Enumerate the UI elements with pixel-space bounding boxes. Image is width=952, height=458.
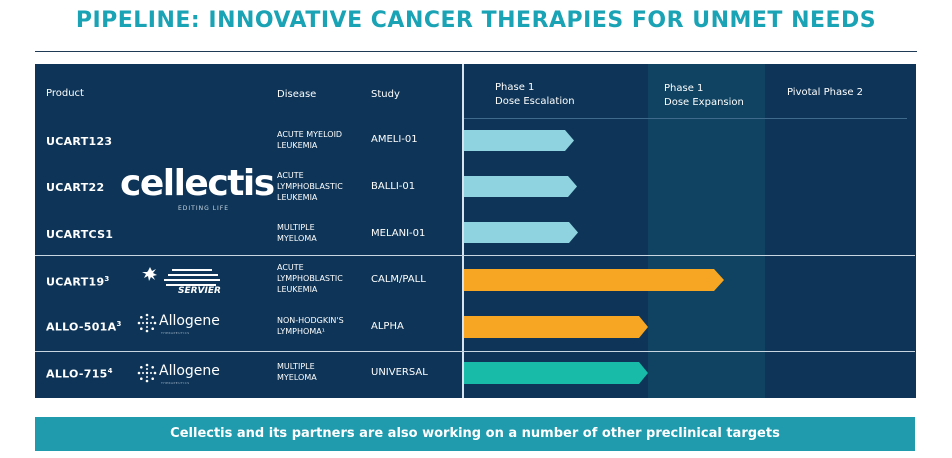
servier-logo-text: SERVIER [178, 286, 221, 296]
group-separator [35, 255, 915, 256]
servier-logo-mark [142, 265, 232, 301]
header-phase1-line2: Dose Escalation [495, 96, 575, 107]
header-rule [464, 118, 907, 119]
cellectis-logo: cellectis [120, 163, 275, 204]
disease-line: MYELOMA [277, 234, 317, 243]
header-phase1b-line1: Phase 1 [664, 83, 704, 94]
disease-line: LEUKEMIA [277, 141, 318, 150]
product-name: ALLO-501A3 [46, 320, 122, 334]
header-phase1-expansion: Phase 1 Dose Expansion [664, 82, 744, 110]
disease-line: ACUTE MYELOID [277, 130, 343, 139]
disease-line: LYMPHOMA¹ [277, 327, 325, 336]
study-name: ALPHA [371, 321, 404, 332]
group-separator [35, 351, 915, 352]
product-name: UCART193 [46, 275, 110, 289]
disease: MULTIPLE MYELOMA [277, 222, 365, 244]
study-name: AMELI-01 [371, 134, 418, 145]
study-name: UNIVERSAL [371, 367, 428, 378]
disease-line: LYMPHOBLASTIC [277, 182, 343, 191]
disease: ACUTE LYMPHOBLASTIC LEUKEMIA [277, 262, 365, 295]
disease: ACUTE LYMPHOBLASTIC LEUKEMIA [277, 170, 365, 203]
disease-line: ACUTE [277, 171, 304, 180]
allogene-tagline: THERAPEUTICS [161, 381, 190, 385]
disease-line: MULTIPLE [277, 223, 315, 232]
header-product: Product [46, 88, 84, 99]
disease-line: LEUKEMIA [277, 193, 318, 202]
product-name: UCART22 [46, 181, 105, 194]
disease-line: LYMPHOBLASTIC [277, 274, 343, 283]
disease-line: ACUTE [277, 263, 304, 272]
progress-bar [464, 222, 578, 243]
study-name: BALLI-01 [371, 181, 416, 192]
disease: MULTIPLE MYELOMA [277, 361, 365, 383]
progress-bar [464, 130, 574, 151]
disease: ACUTE MYELOID LEUKEMIA [277, 129, 365, 151]
disease-line: MYELOMA [277, 373, 317, 382]
header-phase1-line1: Phase 1 [495, 82, 535, 93]
title-rule [35, 51, 917, 52]
allogene-logo-text: Allogene [159, 363, 220, 379]
header-phase1-escalation: Phase 1 Dose Escalation [495, 81, 575, 109]
progress-bar [464, 176, 577, 197]
page-title: PIPELINE: INNOVATIVE CANCER THERAPIES FO… [75, 8, 877, 33]
allogene-mark-icon [137, 363, 157, 387]
allogene-mark-icon [137, 313, 157, 337]
disease: NON-HODGKIN'S LYMPHOMA¹ [277, 315, 365, 337]
product-name: UCARTCS1 [46, 228, 114, 241]
disease-line: MULTIPLE [277, 362, 315, 371]
header-phase1b-line2: Dose Expansion [664, 97, 744, 108]
progress-bar [464, 269, 724, 291]
footer-banner: Cellectis and its partners are also work… [35, 417, 915, 451]
dose-expansion-band [648, 64, 765, 398]
allogene-tagline: THERAPEUTICS [161, 331, 190, 335]
header-study: Study [371, 89, 400, 100]
header-pivotal: Pivotal Phase 2 [787, 87, 864, 98]
progress-bar [464, 362, 648, 384]
disease-line: NON-HODGKIN'S [277, 316, 344, 325]
disease-line: LEUKEMIA [277, 285, 318, 294]
cellectis-tagline: EDITING LIFE [178, 205, 230, 212]
phase-divider [462, 64, 464, 398]
study-name: MELANI-01 [371, 228, 426, 239]
study-name: CALM/PALL [371, 274, 426, 285]
product-name: UCART123 [46, 135, 113, 148]
header-disease: Disease [277, 89, 317, 100]
progress-bar [464, 316, 648, 338]
allogene-logo-text: Allogene [159, 313, 220, 329]
product-name: ALLO-7154 [46, 367, 113, 381]
